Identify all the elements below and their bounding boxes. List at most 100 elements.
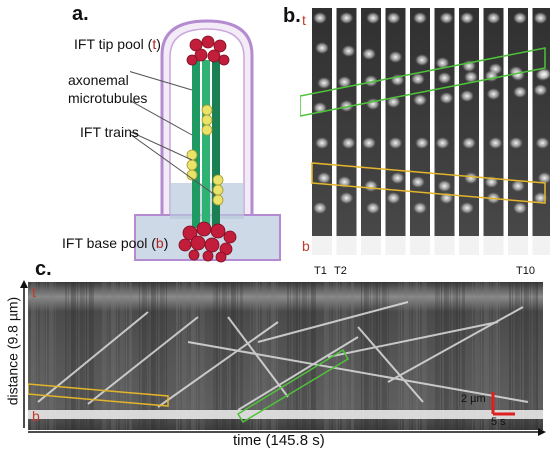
- kymo-stripe: [293, 282, 296, 430]
- kymo-stripe: [438, 282, 440, 430]
- panel-b-letter: b.: [283, 5, 301, 27]
- ift-particle: [339, 192, 354, 204]
- kymo-stripe: [68, 282, 69, 430]
- kymo-stripe: [379, 282, 380, 430]
- kymo-stripe: [191, 282, 194, 430]
- ift-particle: [411, 176, 425, 188]
- kymo-stripe: [518, 282, 520, 430]
- ift-particle: [415, 137, 429, 149]
- kymo-stripe: [447, 282, 449, 430]
- kymo-stripe: [314, 282, 316, 430]
- ift-particle: [366, 98, 380, 110]
- kymo-stripe: [123, 282, 125, 430]
- kymo-stripe: [509, 282, 511, 430]
- kymo-stripe: [37, 282, 38, 430]
- kymo-stripe: [83, 282, 85, 430]
- kymo-stripe: [129, 282, 132, 430]
- ift-particle: [362, 48, 376, 60]
- panel-b-tip-marker: t: [302, 12, 306, 28]
- ift-particle: [513, 86, 527, 98]
- base-pool-signal: [361, 236, 381, 255]
- kymo-stripe: [527, 282, 529, 430]
- panel-a-letter: a.: [72, 3, 89, 25]
- kymo-stripe: [151, 282, 154, 430]
- kymo-stripe: [385, 282, 387, 430]
- ift-particle: [337, 76, 352, 88]
- kymo-stripe: [536, 282, 538, 430]
- ift-particle: [341, 45, 356, 57]
- ift-particle: [460, 12, 474, 24]
- frame-label-t2: T2: [334, 265, 347, 277]
- kymo-stripe: [277, 282, 278, 430]
- ift-particle: [413, 202, 427, 214]
- frame-label-t10: T10: [516, 265, 535, 277]
- panel-b-base-marker: b: [302, 238, 310, 254]
- frame-label-t1: T1: [314, 265, 327, 277]
- kymo-stripe: [530, 282, 531, 430]
- kymo-stripe: [290, 282, 291, 430]
- kymo-stripe: [142, 282, 145, 430]
- kymo-stripe: [472, 282, 473, 430]
- ift-particle: [411, 73, 425, 85]
- base-pool-signal: [385, 236, 406, 255]
- kymo-stripe: [367, 282, 369, 430]
- frame-3: [361, 8, 381, 255]
- kymo-stripe: [444, 282, 447, 430]
- ift-particle: [315, 137, 329, 149]
- kymo-stripe: [31, 282, 34, 430]
- base-pool-signal: [508, 236, 528, 255]
- kymo-stripe: [512, 282, 513, 430]
- base-pool-close: ): [163, 235, 169, 251]
- base-pool-signal: [459, 236, 479, 255]
- ift-particle: [535, 137, 550, 149]
- kymo-stripe: [231, 282, 234, 430]
- ift-base-pool-label: IFT base pool (b): [62, 235, 168, 251]
- kymo-stripe: [213, 282, 216, 430]
- kymo-stripe: [139, 282, 140, 430]
- kymo-stripe: [404, 282, 407, 430]
- kymo-stripe: [373, 282, 376, 430]
- kymo-stripe: [515, 282, 518, 430]
- frame-1: [312, 8, 332, 255]
- kymo-stripe: [77, 282, 78, 430]
- ift-particle: [390, 172, 405, 184]
- base-pool-signal: [312, 236, 332, 255]
- kymo-stripe: [453, 282, 456, 430]
- kymo-stripe: [86, 282, 87, 430]
- kymo-stripe: [259, 282, 260, 430]
- kymo-stripe: [200, 282, 203, 430]
- kymo-stripe: [416, 282, 418, 430]
- kymo-stripe: [234, 282, 236, 430]
- kymograph-x-axis-label: time (145.8 s): [233, 432, 325, 449]
- kymo-stripe: [43, 282, 45, 430]
- kymo-stripe: [145, 282, 147, 430]
- kymo-stripe: [296, 282, 298, 430]
- kymo-stripe: [376, 282, 378, 430]
- ift-particle: [533, 84, 548, 96]
- kymo-stripe: [364, 282, 367, 430]
- kymo-stripe: [49, 282, 52, 430]
- ift-particle: [364, 180, 378, 192]
- x-axis-arrow: [28, 428, 546, 436]
- kymo-stripe: [499, 282, 500, 430]
- kymo-stripe: [462, 282, 465, 430]
- kymo-stripe: [311, 282, 314, 430]
- frame-6: [434, 8, 455, 255]
- kymo-stripe: [222, 282, 225, 430]
- kymo-stripe: [274, 282, 276, 430]
- ift-particle: [513, 202, 527, 214]
- kymo-stripe: [401, 282, 402, 430]
- ift-particle: [317, 77, 331, 89]
- kymo-stripe: [496, 282, 498, 430]
- ift-particle: [362, 137, 376, 149]
- frame-7: [459, 8, 479, 255]
- kymo-stripe: [105, 282, 107, 430]
- panel-c-tip-marker: t: [32, 284, 36, 300]
- ift-tip-pool-label: IFT tip pool (t): [74, 36, 161, 52]
- kymo-stripe: [407, 282, 409, 430]
- kymo-stripe: [154, 282, 156, 430]
- kymo-stripe: [419, 282, 420, 430]
- kymo-stripe: [34, 282, 36, 430]
- ift-particle: [437, 180, 452, 192]
- ift-particle: [537, 68, 550, 80]
